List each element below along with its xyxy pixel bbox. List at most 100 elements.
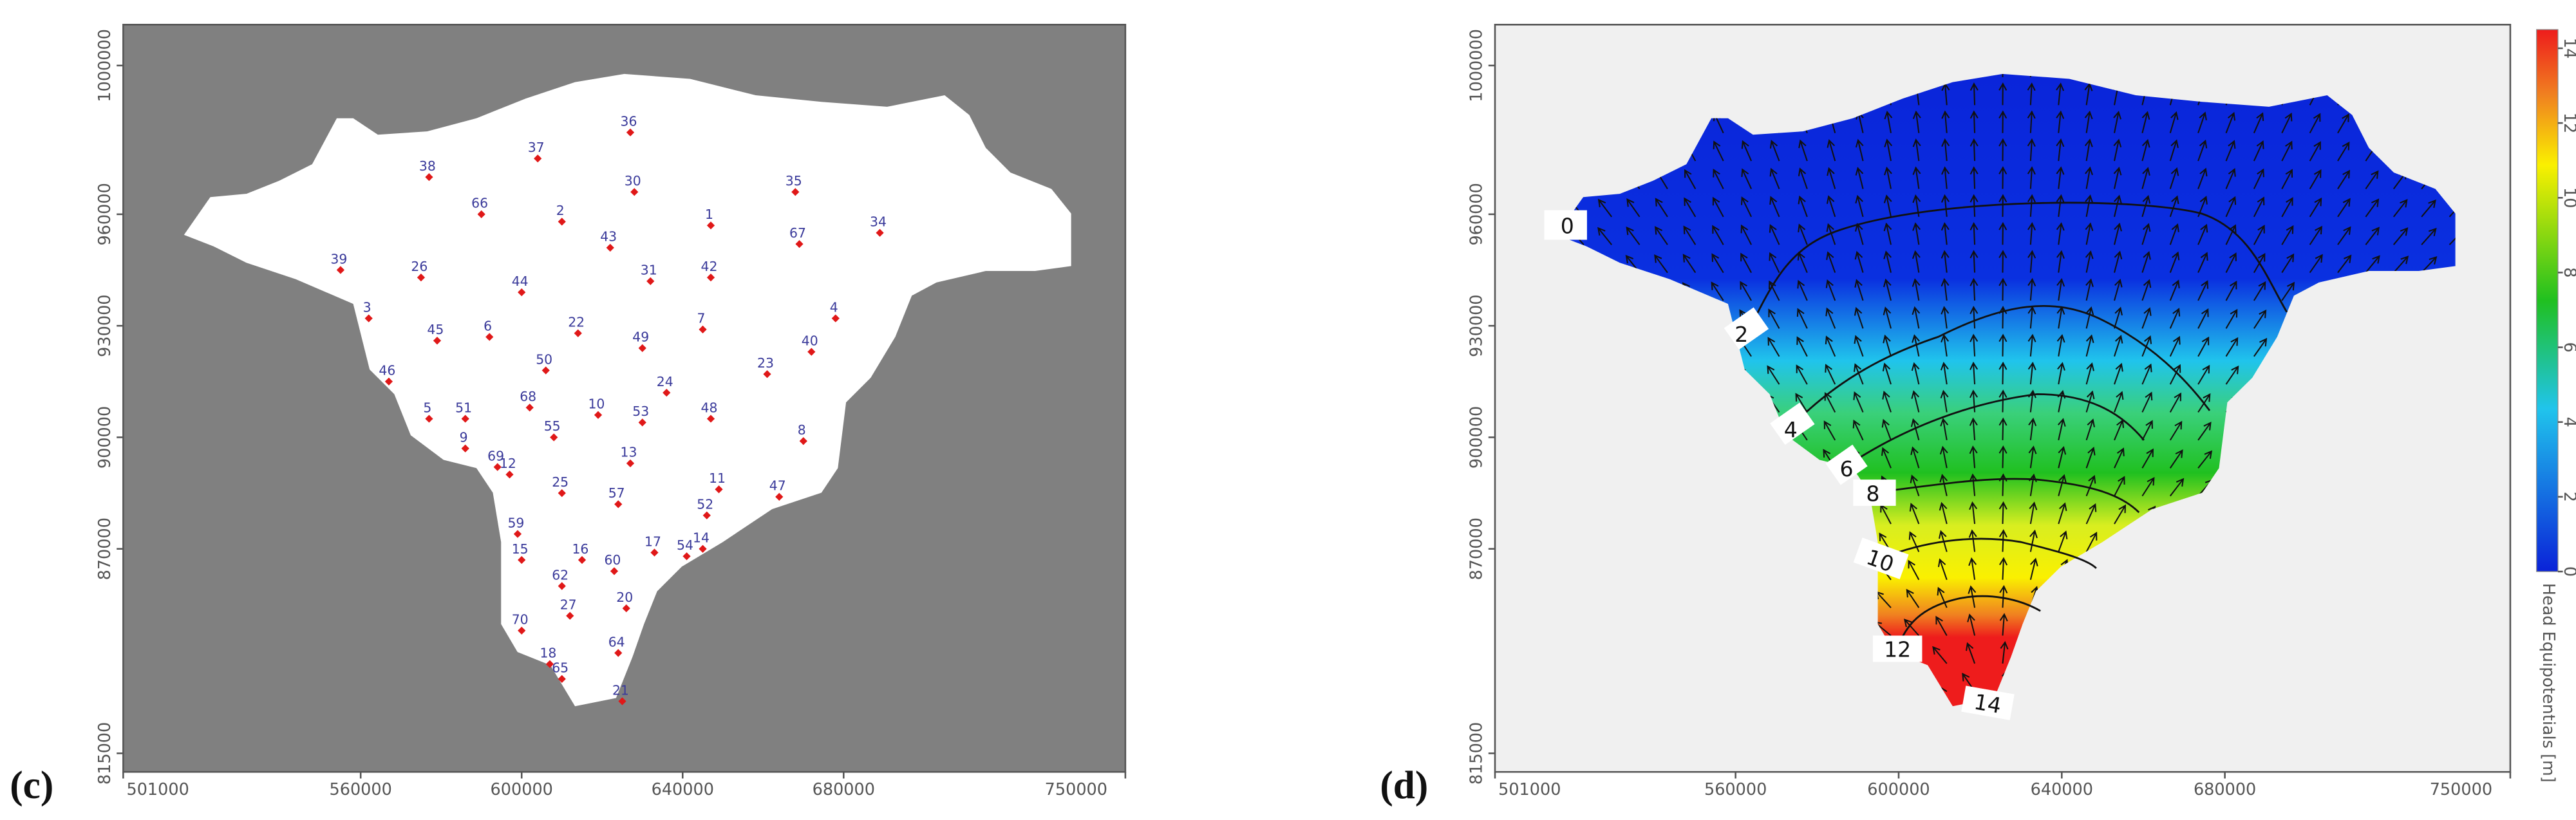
flow-arrow [2309, 169, 2322, 189]
flow-arrow [1941, 306, 1950, 329]
well-label: 50 [536, 351, 552, 367]
colorbar-tick-label: 10 [2560, 187, 2576, 208]
well-label: 9 [460, 430, 468, 445]
flow-arrow [1998, 501, 2007, 525]
flow-arrow [2393, 227, 2409, 245]
flow-arrow [2365, 227, 2380, 245]
flow-arrow [1626, 198, 1641, 218]
flow-arrow [2027, 277, 2036, 301]
well-marker [558, 489, 566, 498]
flow-arrow [2114, 306, 2123, 329]
flow-arrow [1998, 221, 2007, 245]
flow-arrow [2085, 418, 2095, 441]
flow-arrow [1912, 138, 1921, 162]
flow-arrow [1654, 254, 1668, 274]
flow-arrow [1855, 167, 1864, 189]
well-label: 5 [423, 400, 431, 415]
well-label: 62 [552, 567, 569, 582]
flow-arrow [1769, 167, 1780, 189]
flow-arrow [2421, 256, 2438, 274]
well-label: 13 [620, 445, 637, 460]
flow-arrow [1968, 529, 1977, 552]
contour-line [1896, 595, 2041, 649]
flow-arrow [1969, 501, 1978, 525]
flow-arrow [2337, 226, 2351, 245]
flow-arrow [1932, 646, 1948, 664]
well-marker [699, 325, 707, 334]
flow-arrow [1941, 138, 1950, 162]
flow-arrow [2169, 392, 2182, 413]
basin-boundary [183, 73, 1071, 707]
flow-arrow [2141, 391, 2153, 413]
well-label: 18 [540, 646, 556, 661]
well-label: 67 [789, 225, 806, 241]
well-marker [646, 277, 655, 285]
colorbar-tick-label: 12 [2560, 113, 2576, 133]
well-marker [505, 471, 514, 479]
flow-arrow [1825, 307, 1836, 329]
x-tick-label: 640000 [2031, 780, 2093, 799]
y-tick-label: 1000000 [1467, 29, 1487, 102]
flow-arrow [2085, 306, 2094, 329]
well-label: 40 [802, 333, 818, 348]
flow-arrow [1884, 166, 1892, 189]
flow-arrow [2197, 223, 2208, 245]
flow-arrow [2169, 139, 2179, 162]
y-tick-label: 815000 [95, 722, 115, 785]
x-tick-label: 680000 [813, 780, 875, 799]
flow-arrow [2225, 337, 2239, 357]
flow-arrow [1795, 393, 1808, 413]
well-label: 52 [697, 497, 713, 512]
flow-arrow [1712, 196, 1724, 218]
flow-arrow [1941, 250, 1950, 273]
flow-arrow [2169, 195, 2179, 218]
flow-arrow [2225, 168, 2236, 189]
well-marker [706, 415, 715, 423]
flow-arrow [2141, 448, 2154, 469]
flow-arrow [2113, 167, 2122, 189]
flow-arrow [2027, 222, 2036, 245]
flow-arrow [1970, 361, 1979, 385]
flow-arrow [1939, 501, 1948, 525]
flow-arrow [1903, 619, 1920, 637]
flow-arrow [1998, 389, 2007, 413]
well-marker [706, 221, 715, 230]
flow-arrow [1796, 364, 1808, 385]
well-marker [594, 411, 603, 419]
flow-arrow [2169, 223, 2179, 245]
flow-arrow [2114, 447, 2125, 469]
well-label: 10 [588, 396, 605, 412]
flow-arrow [2393, 199, 2408, 218]
flow-arrow [2141, 167, 2150, 189]
well-label: 49 [632, 330, 649, 345]
flow-arrow [2113, 250, 2123, 273]
well-label: 6 [484, 318, 492, 333]
flow-arrow [1941, 277, 1950, 301]
flow-arrow [1999, 557, 2008, 580]
label-box [1853, 480, 1896, 506]
flow-arrow [2253, 337, 2268, 357]
flow-arrow [2141, 279, 2152, 301]
colorbar-tick-label: 4 [2560, 417, 2576, 427]
flow-arrow [1825, 335, 1836, 357]
flow-arrow [2197, 336, 2210, 357]
flow-arrow [2169, 308, 2181, 329]
well-marker [638, 344, 646, 352]
flow-arrow [2027, 138, 2036, 162]
flow-arrow [2281, 253, 2295, 274]
flow-arrow [2027, 250, 2036, 273]
flow-arrow [2084, 82, 2093, 106]
flow-arrow [1937, 558, 1948, 581]
flow-arrow [1908, 531, 1920, 552]
label-box [1872, 635, 1923, 662]
flow-arrow [2225, 252, 2237, 274]
flow-arrow [1968, 557, 1977, 580]
well-label: 48 [700, 400, 717, 415]
flow-arrow [2449, 200, 2456, 218]
flow-arrow [1854, 279, 1864, 301]
flow-arrow [1741, 140, 1753, 162]
well-marker [518, 626, 526, 635]
flow-arrow [1935, 615, 1948, 637]
flow-arrow [2197, 280, 2209, 301]
